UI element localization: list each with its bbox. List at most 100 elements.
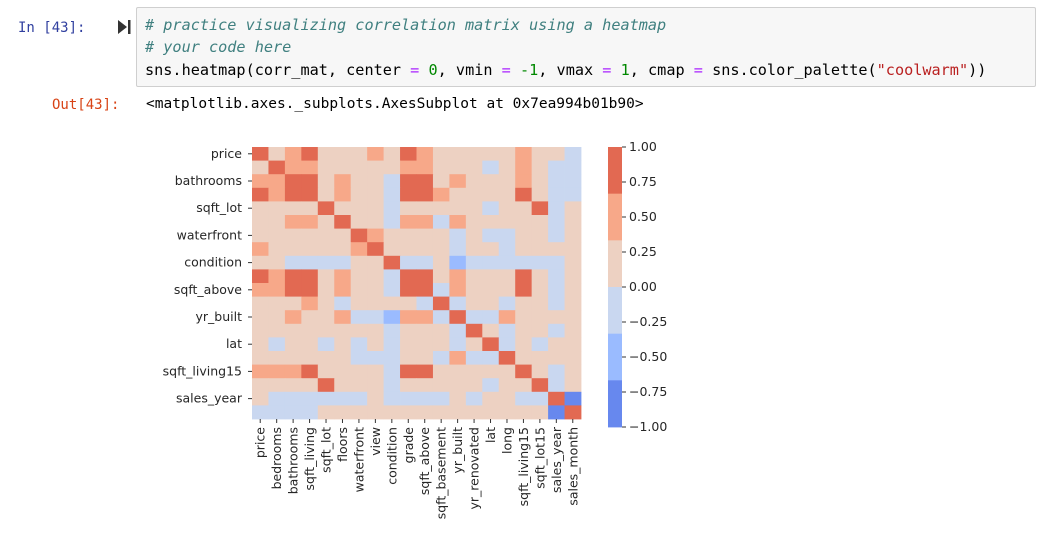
heatmap-cell <box>367 255 384 270</box>
heatmap-cell <box>416 310 434 325</box>
heatmap-cell <box>252 187 269 202</box>
code-cell-input[interactable]: # practice visualizing correlation matri… <box>136 7 1036 87</box>
heatmap-cell <box>350 269 368 284</box>
heatmap-cell <box>400 351 417 365</box>
heatmap-cell <box>400 364 417 379</box>
heatmap-cell <box>284 391 302 406</box>
heatmap-cell <box>498 283 516 297</box>
colorbar-tick-label: 1.00 <box>629 139 657 154</box>
heatmap-cell <box>564 160 582 175</box>
x-tick-label: price <box>253 427 268 458</box>
heatmap-cell <box>432 391 450 406</box>
heatmap-cell <box>301 160 319 175</box>
heatmap-cell <box>268 351 286 365</box>
heatmap-cell <box>350 378 368 393</box>
heatmap-cell <box>268 296 286 311</box>
colorbar-segment <box>608 147 622 195</box>
heatmap-cell <box>548 269 565 284</box>
heatmap-cell <box>334 364 352 379</box>
heatmap-cell <box>515 323 533 338</box>
heatmap-cell <box>449 391 467 406</box>
heatmap-cell <box>367 174 384 189</box>
heatmap-cell <box>432 269 450 284</box>
heatmap-cell <box>449 174 467 189</box>
heatmap-cell <box>564 337 582 352</box>
heatmap-cell <box>350 147 368 161</box>
heatmap-cell <box>416 255 434 270</box>
heatmap-cell <box>334 187 352 202</box>
heatmap-cell <box>548 391 565 406</box>
heatmap-cell <box>284 337 302 352</box>
heatmap-cell <box>465 242 483 257</box>
heatmap-cell <box>564 255 582 270</box>
heatmap-cell <box>432 323 450 338</box>
heatmap-cell <box>268 323 286 338</box>
heatmap-cell <box>301 296 319 311</box>
colorbar-tick-label: 0.50 <box>629 209 657 224</box>
heatmap-cell <box>465 147 483 161</box>
heatmap-cell <box>548 174 565 189</box>
x-tick-label: bathrooms <box>286 427 301 494</box>
heatmap-cell <box>498 391 516 406</box>
heatmap-cell <box>449 351 467 365</box>
heatmap-cell <box>400 405 417 420</box>
x-tick-label: sqft_living15 <box>516 427 531 506</box>
heatmap-cell <box>548 296 565 311</box>
heatmap-cell <box>400 242 417 257</box>
heatmap-cell <box>367 337 384 352</box>
heatmap-cell <box>416 296 434 311</box>
heatmap-cell <box>498 215 516 229</box>
heatmap-cell <box>334 283 352 297</box>
heatmap-cell <box>432 228 450 243</box>
heatmap-cell <box>548 242 565 257</box>
heatmap-cell <box>515 310 533 325</box>
heatmap-cell <box>383 378 401 393</box>
heatmap-cell <box>416 351 434 365</box>
heatmap-cell <box>482 228 500 243</box>
x-tick-label: sqft_above <box>417 427 432 495</box>
y-tick-label: waterfront <box>177 227 242 242</box>
heatmap-cell <box>334 147 352 161</box>
heatmap-cell <box>268 378 286 393</box>
heatmap-cell <box>400 310 417 325</box>
heatmap-cell <box>350 364 368 379</box>
heatmap-cell <box>449 160 467 175</box>
heatmap-cell <box>498 187 516 202</box>
heatmap-cell <box>548 201 565 216</box>
heatmap-cell <box>515 351 533 365</box>
heatmap-cell <box>482 187 500 202</box>
heatmap-cell <box>367 228 384 243</box>
heatmap-cell <box>383 255 401 270</box>
heatmap-cell <box>482 364 500 379</box>
heatmap-cell <box>383 351 401 365</box>
heatmap-cell <box>252 310 269 325</box>
heatmap-cell <box>432 201 450 216</box>
heatmap-cell <box>252 337 269 352</box>
heatmap-cell <box>432 310 450 325</box>
y-tick-label: sqft_above <box>174 282 242 297</box>
heatmap-cell <box>465 378 483 393</box>
heatmap-cell <box>268 215 286 229</box>
run-cell-icon[interactable] <box>116 18 132 36</box>
heatmap-cell <box>383 337 401 352</box>
y-tick-label: bathrooms <box>175 173 242 188</box>
heatmap-cell <box>334 228 352 243</box>
heatmap-cell <box>301 323 319 338</box>
heatmap-cell <box>252 378 269 393</box>
heatmap-cell <box>564 310 582 325</box>
x-tick-label: lat <box>483 427 498 443</box>
heatmap-cell <box>301 269 319 284</box>
heatmap-cell <box>383 405 401 420</box>
heatmap-cell <box>334 310 352 325</box>
heatmap-cell <box>449 255 467 270</box>
heatmap-cell <box>317 351 335 365</box>
heatmap-cell <box>252 364 269 379</box>
x-tick-label: view <box>368 427 383 456</box>
heatmap-cell <box>317 147 335 161</box>
heatmap-cell <box>301 391 319 406</box>
heatmap-cell <box>252 351 269 365</box>
heatmap-cell <box>284 283 302 297</box>
heatmap-cell <box>284 160 302 175</box>
heatmap-cell <box>252 215 269 229</box>
